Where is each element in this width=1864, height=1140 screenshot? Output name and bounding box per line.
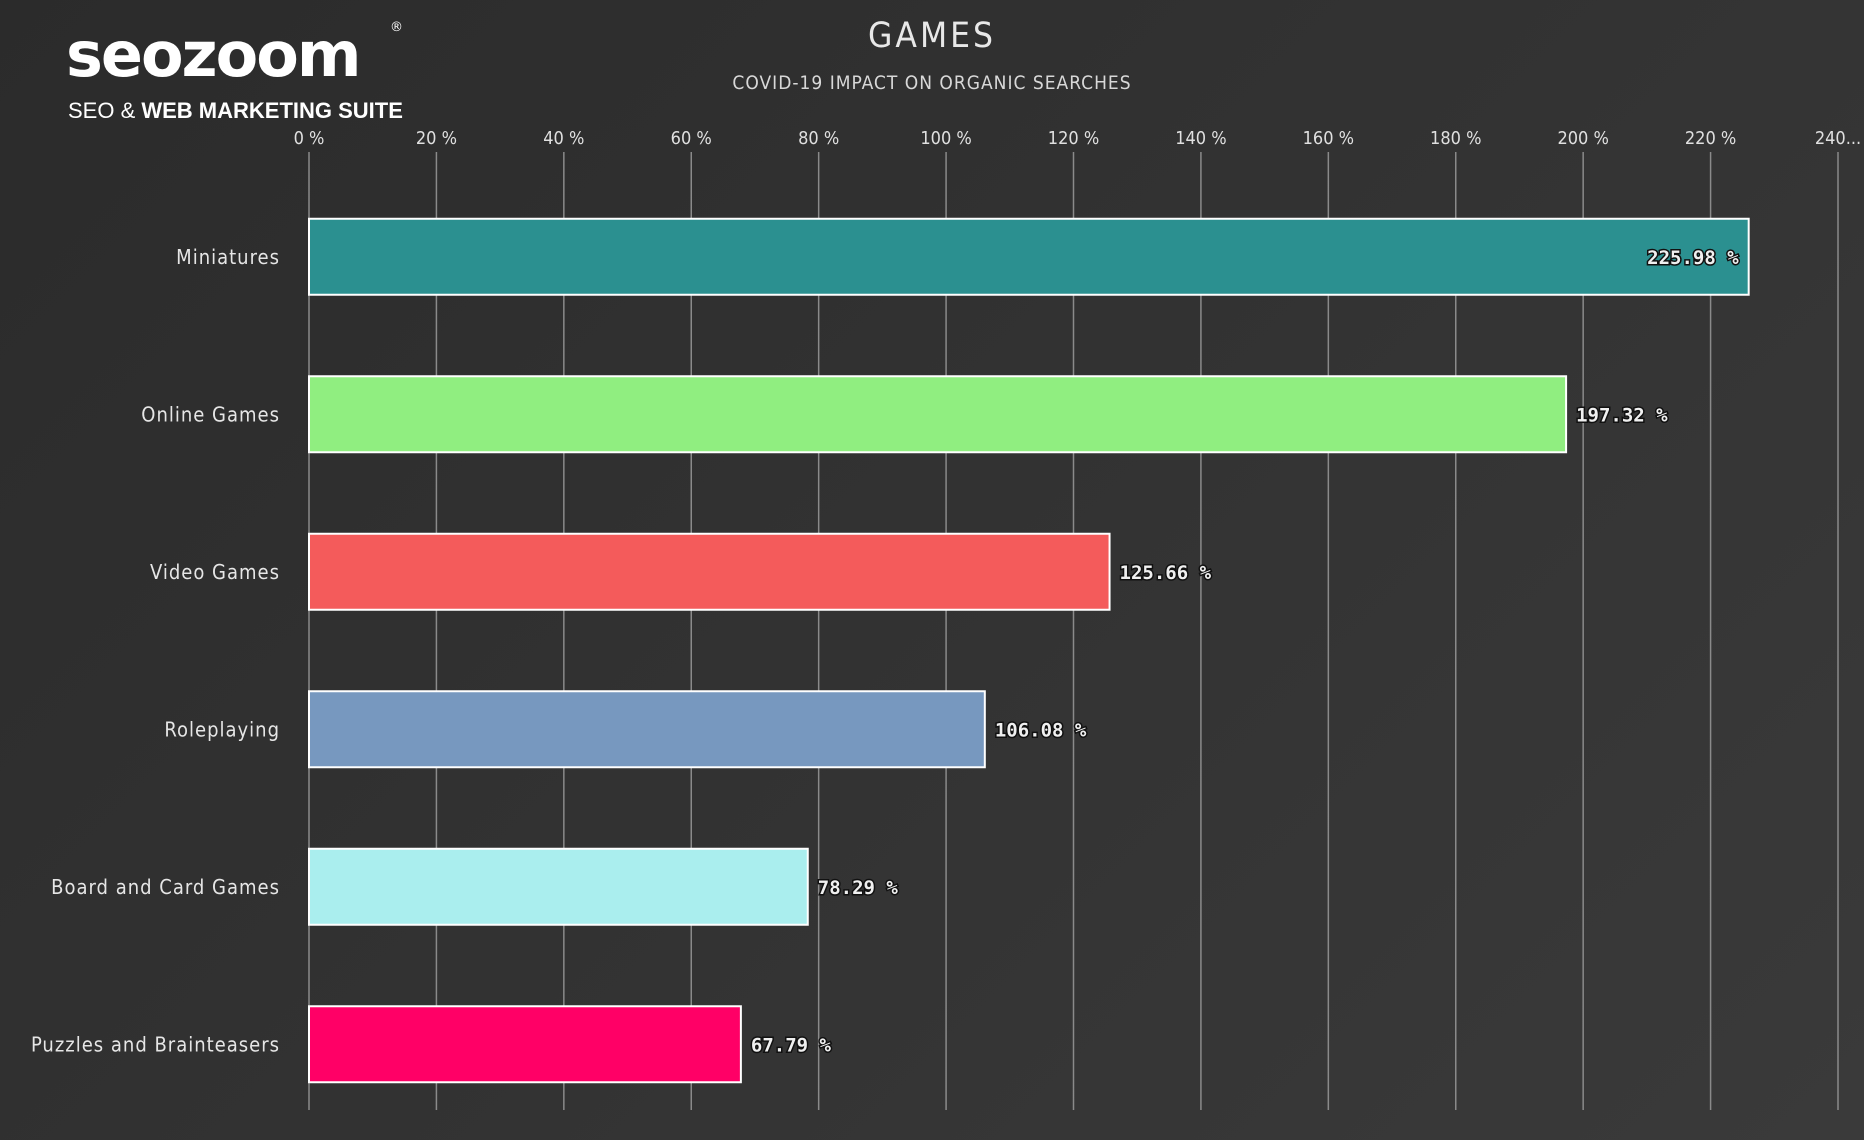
category-label: Online Games bbox=[141, 402, 280, 426]
category-label: Roleplaying bbox=[164, 717, 280, 741]
data-label: 197.32 % bbox=[1576, 404, 1668, 426]
logo-tagline-bold: WEB MARKETING SUITE bbox=[141, 98, 403, 123]
x-tick-label: 240... bbox=[1815, 128, 1861, 149]
data-label: 67.79 % bbox=[751, 1034, 832, 1056]
data-label: 106.08 % bbox=[995, 719, 1087, 741]
bar bbox=[308, 375, 1568, 454]
data-label: 225.98 % bbox=[1647, 247, 1739, 269]
x-tick-label: 100 % bbox=[920, 128, 971, 149]
gridlines bbox=[308, 152, 1839, 1110]
category-label: Puzzles and Brainteasers bbox=[31, 1032, 280, 1056]
chart-subtitle: COVID-19 IMPACT ON ORGANIC SEARCHES bbox=[732, 72, 1132, 94]
x-tick-label: 160 % bbox=[1303, 128, 1354, 149]
x-tick-label: 20 % bbox=[416, 128, 457, 149]
x-axis-ticks: 0 % 20 % 40 % 60 % 80 % 100 % 120 % 140 % 160 % 1… bbox=[294, 128, 1862, 149]
seozoom-logo: seozoom ® SEO & WEB MARKETING SUITE bbox=[66, 18, 406, 124]
data-label: 125.66 % bbox=[1120, 562, 1212, 584]
x-tick-label: 200 % bbox=[1557, 128, 1608, 149]
bar bbox=[308, 1005, 742, 1084]
bar bbox=[308, 532, 1111, 611]
bar bbox=[308, 217, 1750, 296]
x-tick-label: 0 % bbox=[294, 128, 325, 149]
x-tick-label: 40 % bbox=[543, 128, 584, 149]
bars bbox=[308, 217, 1750, 1084]
bar bbox=[308, 847, 809, 926]
x-tick-label: 220 % bbox=[1685, 128, 1736, 149]
category-labels: Miniatures Online Games Video Games Rolepla… bbox=[31, 245, 280, 1057]
category-label: Video Games bbox=[150, 560, 280, 584]
logo-tagline: SEO & WEB MARKETING SUITE bbox=[68, 98, 403, 124]
x-tick-label: 140 % bbox=[1175, 128, 1226, 149]
x-tick-label: 60 % bbox=[671, 128, 712, 149]
logo-tagline-light: SEO & bbox=[68, 98, 142, 123]
logo-wordmark: seozoom bbox=[66, 18, 361, 91]
bar bbox=[308, 690, 986, 769]
x-tick-label: 120 % bbox=[1048, 128, 1099, 149]
x-tick-label: 80 % bbox=[798, 128, 839, 149]
category-label: Miniatures bbox=[176, 245, 280, 269]
data-label: 78.29 % bbox=[818, 877, 899, 899]
x-tick-label: 180 % bbox=[1430, 128, 1481, 149]
data-labels: 225.98 % 197.32 % 125.66 % 106.08 % 78.29 % 6… bbox=[749, 245, 1740, 1058]
logo-registered-mark: ® bbox=[390, 20, 403, 35]
category-label: Board and Card Games bbox=[51, 875, 280, 899]
chart-title: GAMES bbox=[868, 16, 996, 56]
